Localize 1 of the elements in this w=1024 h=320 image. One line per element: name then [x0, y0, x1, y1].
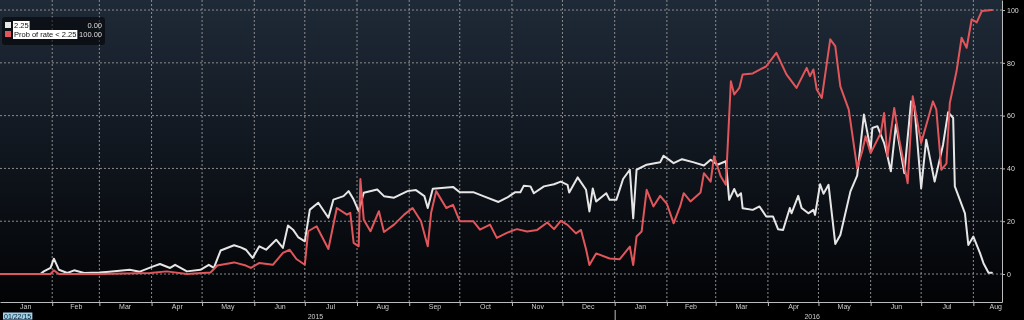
- line-series: [0, 9, 993, 276]
